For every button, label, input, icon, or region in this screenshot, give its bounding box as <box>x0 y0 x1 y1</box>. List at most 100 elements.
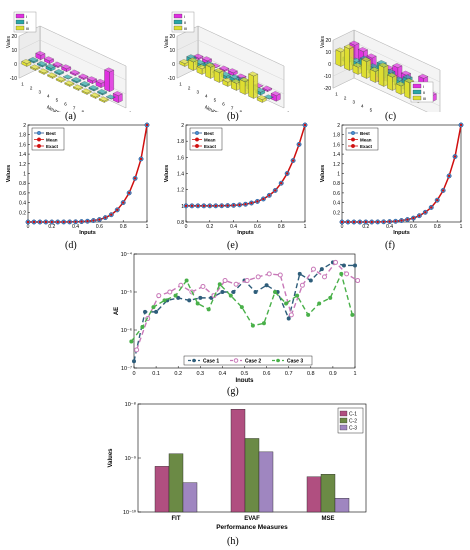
bar-III <box>361 59 367 79</box>
case-3-point <box>317 301 322 306</box>
y-tick-label: 2 <box>23 123 26 129</box>
bar-side <box>109 69 114 92</box>
bar-c-2 <box>244 438 260 513</box>
exact-point <box>244 203 247 206</box>
z-axis-label: Vales <box>164 35 170 48</box>
line-chart-f: 0.2 0.4 0.6 0.8 1 1.2 1.4 1.6 1.8 2 0 0.2 0.4 0.6 0.8 1… <box>320 122 464 235</box>
y-tick-label: 0.4 <box>19 201 26 207</box>
x-tick-label: 0 <box>341 224 344 230</box>
case-1-point <box>319 267 324 272</box>
x-tick-label: 4 <box>205 94 208 99</box>
bar-top <box>369 67 380 72</box>
case-3-point <box>350 312 355 317</box>
category-label: EVAF <box>244 516 260 522</box>
exact-point <box>376 220 379 224</box>
bar-top <box>104 67 115 73</box>
case-1-point <box>143 309 148 314</box>
case-2-point <box>233 281 239 287</box>
bar-top <box>229 74 240 80</box>
legend-swatch <box>173 13 183 19</box>
x-tick-label: 3 <box>352 100 355 105</box>
y-tick-label: 1.6 <box>333 142 340 148</box>
exact-point <box>50 220 53 224</box>
z-tick-label: -10 <box>324 74 331 80</box>
exact-point <box>184 204 188 208</box>
exact-point <box>214 204 217 208</box>
x-axis-label: Inputs <box>237 230 254 235</box>
bar-top <box>352 62 363 68</box>
bar-top <box>349 40 360 46</box>
legend-marker <box>351 137 356 142</box>
exact-point <box>220 204 223 207</box>
y-tick-label: 1.4 <box>177 172 184 178</box>
bar-top <box>35 50 46 56</box>
case-2-point <box>355 278 360 284</box>
exact-point <box>202 204 206 208</box>
legend-marker <box>37 130 42 135</box>
exact-point <box>364 220 367 224</box>
y-axis-label: Values <box>320 165 326 182</box>
x-tick-label: 0.8 <box>120 224 127 230</box>
legend-label: II <box>423 90 425 95</box>
bar-c-3 <box>182 482 198 513</box>
exact-point <box>26 220 30 224</box>
bar-III <box>248 73 254 99</box>
legend-label: Mean <box>46 138 58 143</box>
exact-point <box>262 197 265 201</box>
case-2-point <box>134 347 140 353</box>
case-1-point <box>198 295 203 300</box>
exact-point <box>412 216 415 220</box>
bar-top <box>392 63 403 68</box>
case-3-point <box>284 301 289 306</box>
exact-point <box>274 189 277 192</box>
x-tick-label: 1 <box>353 371 356 377</box>
panel-c: 20100-10-2012345678910123NeuronsValesIII… <box>316 2 466 112</box>
bar-top <box>97 89 108 94</box>
exact-point <box>56 220 59 224</box>
x-tick-label: 0.9 <box>329 371 337 377</box>
bar-top <box>256 95 267 100</box>
case-2-point <box>322 274 328 280</box>
z-tick-label: -20 <box>324 86 331 92</box>
side-wall <box>176 25 199 79</box>
z-tick-label: 0 <box>328 62 331 68</box>
bar-top <box>112 91 123 96</box>
y-tick-label: 1.6 <box>177 155 184 161</box>
y-tick-label: 0.6 <box>19 191 26 197</box>
y-axis-label: AE <box>114 307 120 315</box>
exact-point <box>133 177 137 180</box>
bar3d-chart-c: 20100-10-2012345678910123NeuronsValesIII… <box>320 29 441 112</box>
bar-c-3 <box>258 451 274 513</box>
x-tick-label: 6 <box>222 102 225 107</box>
bar-top <box>52 61 63 67</box>
exact-point <box>394 220 397 223</box>
x-tick-label: 0.5 <box>241 371 249 377</box>
legend-label: Case 3 <box>287 359 303 365</box>
x-tick-label: 0.4 <box>386 224 393 230</box>
y-tick-label: 1.2 <box>333 162 340 168</box>
legend-swatch <box>412 83 422 89</box>
x-tick-label: 0.6 <box>96 224 103 230</box>
exact-point <box>430 206 433 209</box>
legend-label: Best <box>204 131 214 136</box>
legend-swatch <box>412 89 422 95</box>
bar-top <box>230 78 241 84</box>
legend-marker <box>195 137 200 142</box>
exact-point <box>145 123 149 127</box>
exact-point <box>250 201 253 205</box>
case-3-point <box>184 278 189 283</box>
bar-top <box>43 56 54 62</box>
x-tick-label: 0.8 <box>278 224 285 230</box>
exact-point <box>285 172 289 175</box>
case-3-point <box>228 293 233 298</box>
exact-point <box>127 191 131 195</box>
z-tick-label: -10 <box>168 76 175 82</box>
case-3-point <box>140 324 145 329</box>
x-tick-label: 1 <box>21 82 24 87</box>
x-tick-label: 5 <box>214 98 217 103</box>
line-chart-d: 0.2 0.4 0.6 0.8 1 1.2 1.4 1.6 1.8 2 0 0.2 0.4 0.6 0.8 1… <box>6 122 150 235</box>
bar-c-2 <box>168 453 184 513</box>
legend-marker <box>233 358 239 363</box>
z-axis-label: Vales <box>320 35 326 48</box>
